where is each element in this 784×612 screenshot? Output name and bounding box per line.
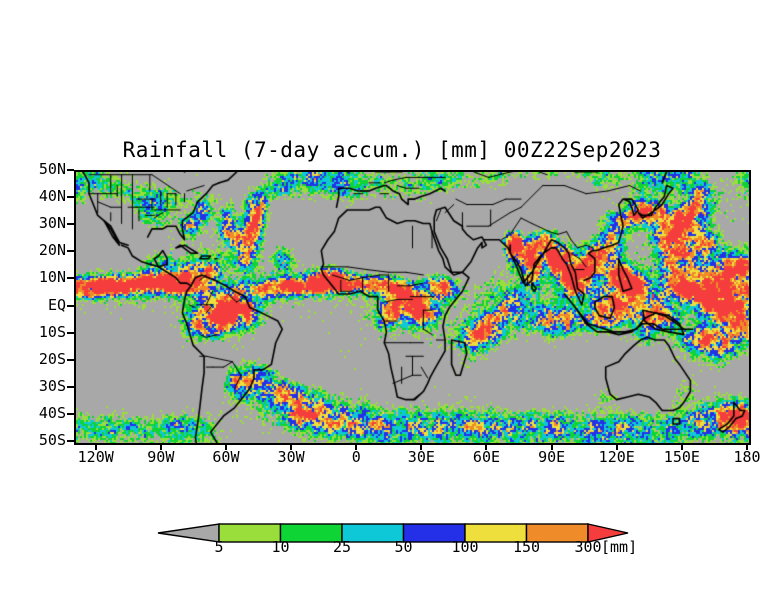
y-axis-tick-label: 50S [38,431,66,449]
x-tick-mark [615,443,618,450]
y-axis-tick-label: 20N [38,241,66,260]
x-tick-mark [550,443,553,450]
colorbar-tick-label: 5 [214,538,224,556]
y-tick-mark [67,223,74,226]
x-axis-tick-label: 120W [77,448,114,466]
y-axis-tick-label: 40N [38,187,66,206]
x-axis-tick-label: 60W [212,448,240,466]
colorbar-tick-label: 25 [332,538,352,556]
y-tick-mark [67,440,74,442]
x-tick-mark [94,443,97,450]
x-tick-mark [680,443,683,450]
x-axis-tick-label: 180 [733,448,761,466]
y-tick-mark [67,196,74,199]
y-tick-mark [67,358,74,361]
x-axis-tick-label: 90E [538,448,566,466]
x-tick-mark [224,443,227,450]
x-tick-mark [159,443,162,450]
colorbar-tick-label: 150 [512,538,541,556]
page-title: Rainfall (7-day accum.) [mm] 00Z22Sep202… [122,138,662,162]
y-tick-mark [67,412,74,415]
colorbar-segment-under [157,523,220,543]
rainfall-heatmap-canvas [76,172,749,443]
x-axis-tick-label: 30W [277,448,305,466]
x-axis-tick-label: 60E [472,448,501,466]
y-axis-tick-label: 30N [38,214,66,233]
y-tick-mark [67,169,74,171]
x-tick-mark [485,443,488,450]
y-tick-mark [67,304,74,307]
y-axis-tick-label: 40S [38,403,66,422]
y-axis-tick-label: EQ [47,295,66,314]
colorbar-tick-label: 100 [451,538,479,556]
x-axis-tick-label: 30E [407,448,435,466]
x-axis-tick-label: 120E [598,448,635,466]
y-axis-tick-label: 50N [38,160,66,178]
y-axis-tick-label: 30S [38,376,66,395]
colorbar-tick-label: 300 [574,538,602,556]
x-axis-tick-label: 150E [663,448,700,466]
y-tick-mark [67,250,74,253]
x-axis-tick-label: 90W [147,448,175,466]
y-axis-tick-label: 10S [38,322,66,341]
colorbar [0,518,784,578]
x-tick-mark [746,443,748,450]
y-tick-mark [67,385,74,388]
map-plot-area [74,170,751,445]
y-axis-tick-label: 20S [38,349,66,368]
colorbar-units-label: [mm] [601,538,638,556]
x-axis-tick-label: 0 [351,448,361,466]
x-tick-mark [290,443,293,450]
colorbar-segment-over [587,523,629,543]
y-tick-mark [67,331,74,334]
colorbar-tick-label: 50 [394,538,413,556]
colorbar-tick-label: 10 [271,538,290,556]
y-axis-tick-label: 10N [38,268,66,287]
colorbar-swatches [157,523,629,543]
x-tick-mark [355,443,358,450]
x-tick-mark [420,443,423,450]
y-tick-mark [67,277,74,280]
